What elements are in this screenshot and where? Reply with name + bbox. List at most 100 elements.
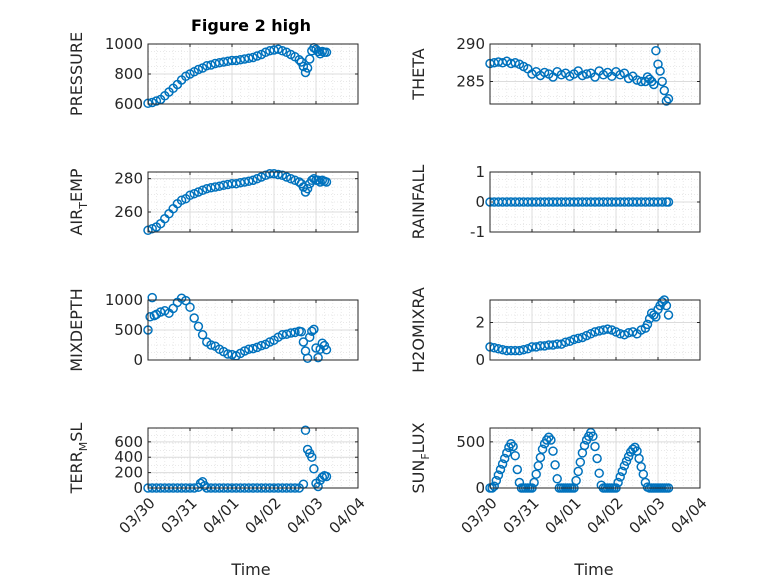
data-point: [571, 475, 581, 486]
chart-pressure: 600 800 1000 PRESSURE: [67, 32, 359, 116]
data-point: [575, 457, 586, 467]
data-point: [560, 337, 571, 347]
data-point: [552, 474, 562, 484]
data-point: [546, 435, 556, 445]
data-point: [315, 177, 325, 187]
y-axis-label: AIRTEMP: [67, 168, 90, 235]
data-point: [309, 324, 319, 335]
data-series-h2omixra: [485, 295, 674, 356]
data-point: [189, 188, 199, 199]
y-tick-label: 500: [456, 433, 485, 451]
data-point: [661, 300, 672, 311]
data-point: [510, 58, 520, 68]
chart-rainfall: -1 0 1 RAINFALL: [409, 163, 701, 241]
data-point: [493, 470, 504, 480]
data-point: [613, 477, 623, 488]
data-point: [206, 60, 216, 70]
y-axis-label: PRESSURE: [67, 32, 86, 116]
x-tick-label: 04/02: [241, 494, 284, 537]
data-point: [199, 480, 210, 491]
data-point: [579, 440, 590, 451]
data-point: [590, 327, 600, 337]
y-tick-label: 0: [475, 351, 485, 369]
data-point: [657, 197, 667, 207]
data-point: [298, 337, 309, 347]
chart-sun-flux: 0 500 SUNFLUX 03/3003/3104/0104/0204/0304/0…: [409, 422, 711, 537]
data-point: [617, 466, 628, 477]
data-point: [321, 345, 332, 355]
data-point: [495, 464, 506, 475]
data-point: [311, 343, 321, 353]
x-tick-label: 04/04: [325, 494, 368, 537]
x-tick-label: 04/03: [283, 494, 326, 537]
data-point: [256, 172, 267, 182]
data-point: [189, 313, 199, 323]
y-tick-label: 1: [475, 163, 485, 181]
y-tick-label: 1000: [105, 35, 143, 53]
data-point: [594, 468, 604, 478]
x-tick-label: 04/04: [667, 494, 710, 537]
y-tick-label: -1: [470, 223, 485, 241]
data-point: [642, 319, 653, 330]
axes-box: [489, 43, 701, 105]
data-point: [281, 329, 292, 339]
data-point: [548, 446, 558, 456]
data-point: [636, 76, 646, 87]
y-tick-label: 0: [475, 479, 485, 497]
data-point: [248, 175, 258, 186]
data-point: [615, 472, 625, 482]
data-point: [533, 461, 544, 471]
data-point: [277, 170, 288, 181]
data-point: [510, 450, 520, 461]
data-point: [302, 183, 313, 194]
data-point: [307, 326, 317, 336]
data-point: [573, 466, 583, 477]
data-point: [649, 79, 659, 90]
data-point: [573, 333, 583, 344]
y-tick-label: 260: [114, 203, 143, 221]
data-point: [594, 326, 604, 336]
data-point: [514, 345, 525, 356]
data-point: [281, 172, 292, 182]
data-point: [315, 49, 325, 59]
data-point: [244, 344, 254, 354]
data-point: [512, 464, 523, 475]
data-point: [181, 295, 191, 306]
axes-box: [489, 171, 701, 233]
y-tick-label: 800: [114, 65, 143, 83]
y-axis-label: SUNFLUX: [409, 422, 432, 493]
x-tick-label: 04/02: [583, 494, 626, 537]
data-point: [552, 339, 562, 349]
data-point: [206, 340, 216, 350]
data-point: [309, 464, 319, 474]
data-point: [321, 47, 332, 58]
data-point: [300, 425, 311, 436]
data-point: [252, 51, 262, 61]
x-tick-label: 04/03: [625, 494, 668, 537]
data-point: [588, 431, 598, 442]
data-series-mixdepth: [143, 292, 332, 363]
data-point: [663, 94, 674, 104]
figure-title: Figure 2 high: [191, 16, 311, 35]
y-axis-label: THETA: [409, 48, 428, 100]
data-point: [592, 453, 602, 464]
y-axis-label: TERRMSL: [67, 423, 90, 495]
data-point: [531, 469, 541, 479]
data-point: [550, 460, 560, 470]
data-point: [252, 173, 262, 184]
data-point: [321, 471, 332, 482]
data-point: [577, 70, 588, 81]
x-tick-label: 03/30: [115, 494, 158, 537]
data-point: [248, 343, 258, 354]
data-point: [621, 456, 632, 466]
data-point: [541, 435, 552, 445]
data-point: [294, 55, 304, 65]
data-point: [590, 441, 600, 452]
data-point: [302, 353, 313, 363]
y-tick-label: 200: [114, 464, 143, 482]
data-point: [304, 332, 315, 342]
x-tick-label: 04/01: [199, 494, 242, 537]
data-point: [193, 321, 204, 332]
data-point: [273, 44, 283, 55]
